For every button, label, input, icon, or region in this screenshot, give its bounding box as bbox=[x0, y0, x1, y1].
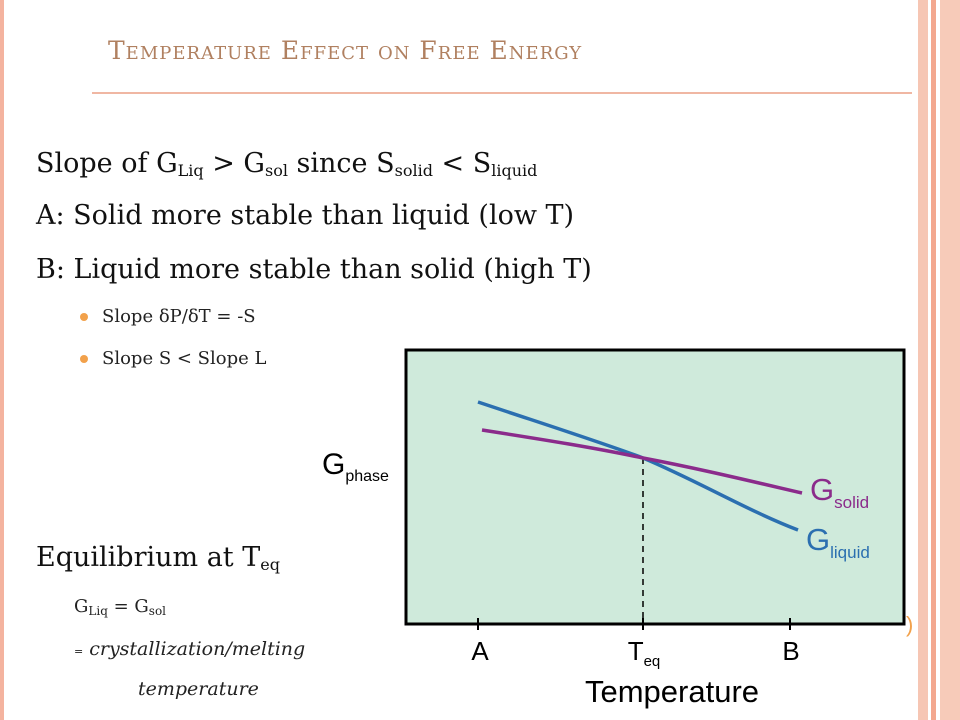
tick-label-teq: Teq bbox=[628, 636, 661, 670]
paren-fragment: ) bbox=[906, 612, 914, 637]
crystallization-line: = crystallization/melting bbox=[74, 638, 306, 660]
g-liquid-label: Gliquid bbox=[806, 522, 870, 562]
g-solid-label: Gsolid bbox=[810, 472, 869, 512]
slope-statement: Slope of GLiq > Gsol since Ssolid < Sliq… bbox=[36, 148, 538, 180]
bullet-dot-icon bbox=[80, 313, 88, 321]
right-decorative-bars bbox=[918, 0, 960, 720]
bar-3 bbox=[940, 0, 960, 720]
g-solid-curve bbox=[481, 428, 803, 495]
temperature-word: temperature bbox=[138, 678, 259, 700]
free-energy-diagram: A Teq B Temperature Gphase Gsolid Gliqui… bbox=[322, 348, 906, 709]
equality-line: GLiq = Gsol bbox=[74, 596, 167, 618]
x-axis-label: Temperature bbox=[585, 674, 759, 709]
statement-a: A: Solid more stable than liquid (low T) bbox=[36, 200, 575, 231]
equilibrium-heading: Equilibrium at Teq bbox=[36, 542, 280, 574]
tick-label-b: B bbox=[782, 636, 799, 666]
bar-1 bbox=[918, 0, 928, 720]
plot-panel bbox=[404, 348, 906, 626]
statement-b: B: Liquid more stable than solid (high T… bbox=[36, 254, 592, 285]
left-border bbox=[0, 0, 4, 720]
tick-label-a: A bbox=[471, 636, 489, 666]
title-underline bbox=[92, 92, 912, 94]
y-axis-label: Gphase bbox=[322, 448, 389, 485]
slide-title: Temperature Effect on Free Energy bbox=[108, 36, 583, 65]
bar-2 bbox=[931, 0, 936, 720]
bullet-dot-icon bbox=[80, 355, 88, 363]
